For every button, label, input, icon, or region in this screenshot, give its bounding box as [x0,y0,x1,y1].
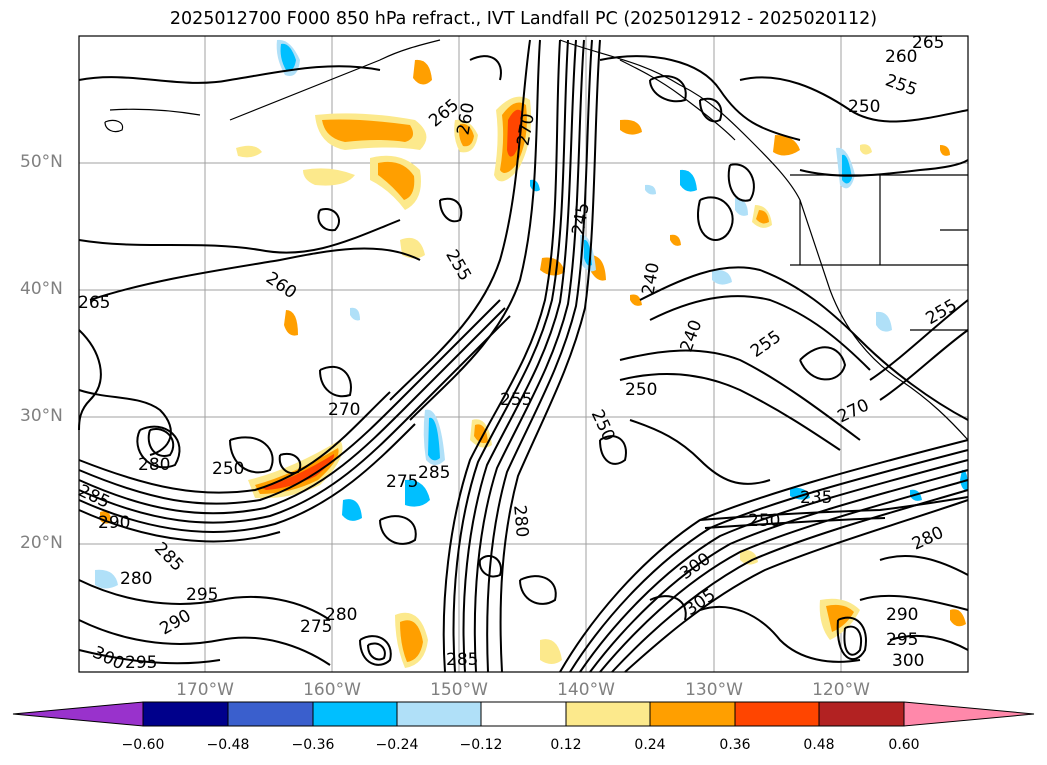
contour-label: 290 [98,513,130,533]
colorbar-tick-label: −0.24 [375,737,419,753]
colorbar [12,701,1035,727]
contour-label: 250 [625,380,657,400]
contour-label: 295 [886,630,918,650]
colorbar-swatch [312,701,398,727]
colorbar-tick-label: 0.60 [888,737,920,753]
contour-label: 250 [212,459,244,479]
colorbar-swatch [649,701,736,727]
contour-label: 275 [386,472,418,492]
contour-label: 280 [120,569,152,589]
contour-label: 270 [328,400,360,420]
contour-label: 295 [125,653,157,673]
contour-label: 255 [500,390,532,410]
contour-label: 265 [78,293,110,313]
contour-label: 300 [892,651,924,671]
colorbar-swatch [818,701,905,727]
colorbar-tick-label: −0.36 [291,737,335,753]
contour-label: 285 [446,650,478,670]
lon-label: 130°W [685,680,743,700]
colorbar-under-arrow [12,701,144,727]
colorbar-swatch [396,701,482,727]
contour-label: 285 [418,463,450,483]
colorbar-tick-label: −0.48 [206,737,250,753]
contour-label: 275 [300,617,332,637]
lat-label: 50°N [20,152,63,172]
contour-label: 265 [912,33,944,53]
contour-label: 295 [186,585,218,605]
lon-label: 160°W [303,680,361,700]
colorbar-over-arrow [903,701,1035,727]
colorbar-tick-label: 0.36 [719,737,751,753]
colorbar-swatch [227,701,314,727]
colorbar-tick-label: 0.12 [550,737,582,753]
lon-label: 120°W [812,680,870,700]
contour-label: 280 [509,504,532,538]
colorbar-swatch [480,701,567,727]
contour-label: 290 [886,605,918,625]
colorbar-tick-label: 0.24 [634,737,666,753]
contour-labels: 265 260 255 250 270 245 240 255 250 265 … [75,33,961,674]
contour-label: 260 [885,47,917,67]
lon-label: 140°W [557,680,615,700]
colorbar-tick-label: −0.12 [459,737,503,753]
lon-label: 150°W [430,680,488,700]
lat-label: 20°N [20,533,63,553]
plot-frame [78,35,969,673]
contour-label: 250 [848,97,880,117]
lat-label: 30°N [20,406,63,426]
contour-label: 250 [748,511,780,531]
contours [78,39,969,673]
lat-label: 40°N [20,279,63,299]
contour-label: 280 [325,605,357,625]
lon-label: 170°W [176,680,234,700]
colorbar-tick-label: 0.48 [803,737,835,753]
colorbar-tick-label: −0.60 [121,737,165,753]
contour-label: 280 [138,455,170,475]
shading-negative [95,39,968,589]
coastlines [104,39,969,441]
colorbar-swatch [142,701,229,727]
contour-label: 235 [800,488,832,508]
map-title: 2025012700 F000 850 hPa refract., IVT La… [169,9,878,29]
colorbar-swatch [565,701,651,727]
colorbar-swatch [734,701,820,727]
